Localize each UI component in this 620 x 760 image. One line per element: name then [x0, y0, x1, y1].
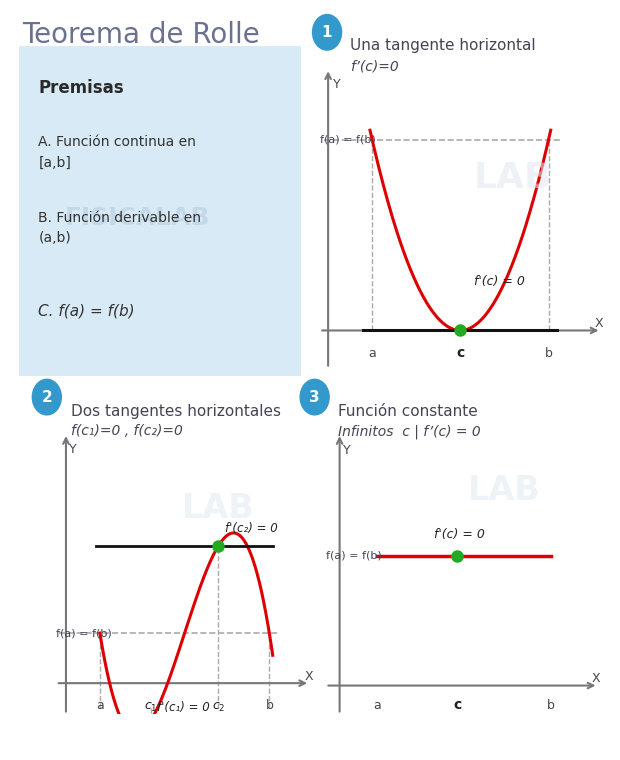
Text: f(a) = f(b): f(a) = f(b)	[320, 135, 376, 145]
Text: Una tangente horizontal: Una tangente horizontal	[350, 38, 536, 53]
Text: Y: Y	[69, 442, 77, 455]
Text: Teorema de Rolle: Teorema de Rolle	[22, 21, 259, 49]
Text: b: b	[547, 698, 555, 711]
Text: f’(c)=0: f’(c)=0	[350, 59, 399, 73]
Text: c: c	[453, 698, 461, 711]
Text: f(a) = f(b): f(a) = f(b)	[327, 551, 382, 561]
Text: a: a	[373, 698, 381, 711]
Circle shape	[32, 379, 61, 415]
FancyBboxPatch shape	[7, 33, 312, 389]
Circle shape	[300, 379, 329, 415]
Text: Y: Y	[334, 78, 341, 91]
Text: f(a) = f(b): f(a) = f(b)	[56, 629, 112, 638]
Text: c: c	[456, 346, 464, 359]
Text: f(c₁)=0 , f(c₂)=0: f(c₁)=0 , f(c₂)=0	[71, 424, 183, 438]
Text: $c_2$: $c_2$	[212, 701, 225, 714]
Text: f'(c₂) = 0: f'(c₂) = 0	[225, 522, 278, 535]
Text: f'(c) = 0: f'(c) = 0	[433, 527, 485, 541]
Text: A. Función continua en
[a,b]: A. Función continua en [a,b]	[38, 135, 196, 169]
Text: X: X	[591, 672, 600, 685]
Text: b: b	[265, 699, 273, 712]
Text: 3: 3	[309, 390, 320, 404]
Text: Premisas: Premisas	[38, 79, 124, 97]
Text: a: a	[368, 347, 376, 359]
Text: a: a	[96, 699, 104, 712]
Text: B. Función derivable en
(a,b): B. Función derivable en (a,b)	[38, 211, 202, 245]
Text: 2: 2	[42, 390, 52, 404]
Text: Infinitos  c | f’(c) = 0: Infinitos c | f’(c) = 0	[338, 424, 480, 439]
Text: X: X	[305, 670, 314, 683]
Circle shape	[312, 14, 342, 50]
Text: LAB: LAB	[468, 474, 541, 508]
Text: X: X	[595, 317, 603, 330]
Text: f'(c) = 0: f'(c) = 0	[474, 274, 525, 287]
Text: f'(c₁) = 0: f'(c₁) = 0	[157, 701, 210, 714]
Text: LAB: LAB	[182, 492, 255, 524]
Text: Función constante: Función constante	[338, 404, 477, 420]
Text: Dos tangentes horizontales: Dos tangentes horizontales	[71, 404, 281, 420]
Text: FISICALAB: FISICALAB	[64, 205, 210, 230]
Text: LAB: LAB	[474, 161, 552, 195]
Text: Y: Y	[343, 444, 351, 457]
Text: C. f(a) = f(b): C. f(a) = f(b)	[38, 303, 135, 318]
Text: $c_1$: $c_1$	[144, 701, 157, 714]
Text: 1: 1	[322, 25, 332, 40]
Text: b: b	[544, 347, 552, 359]
